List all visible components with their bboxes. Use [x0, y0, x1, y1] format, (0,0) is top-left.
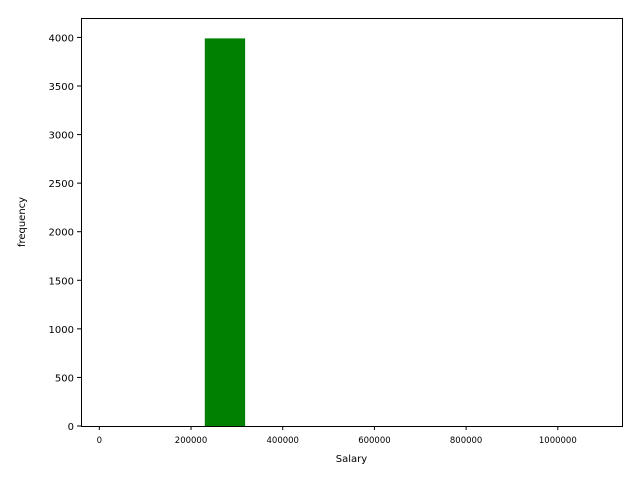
x-tick-label: 400000 [267, 436, 299, 446]
x-axis: 0 200000 400000 600000 800000 1000000 [97, 426, 577, 446]
y-tick-label: 4000 [49, 33, 74, 44]
y-tick-label: 2000 [49, 228, 74, 239]
y-tick-label: 1000 [49, 325, 74, 336]
x-tick-label: 800000 [450, 436, 482, 446]
y-tick-label: 500 [55, 373, 74, 384]
bars-group [204, 38, 246, 427]
x-axis-label: Salary [336, 454, 367, 465]
y-tick-label: 3000 [49, 131, 74, 142]
x-tick-label: 600000 [358, 436, 390, 446]
y-tick-label: 1500 [49, 276, 74, 287]
x-tick-label: 0 [97, 436, 102, 446]
x-tick-label: 1000000 [539, 436, 577, 446]
y-tick-label: 0 [68, 422, 74, 433]
histogram-bar [204, 38, 246, 427]
plot-frame [81, 18, 623, 427]
y-axis: 0 500 1000 1500 2000 2500 3000 3500 4000 [49, 33, 81, 433]
y-axis-label: frequency [17, 197, 28, 247]
y-tick-label: 2500 [49, 179, 74, 190]
y-tick-label: 3500 [49, 82, 74, 93]
x-tick-label: 200000 [175, 436, 207, 446]
